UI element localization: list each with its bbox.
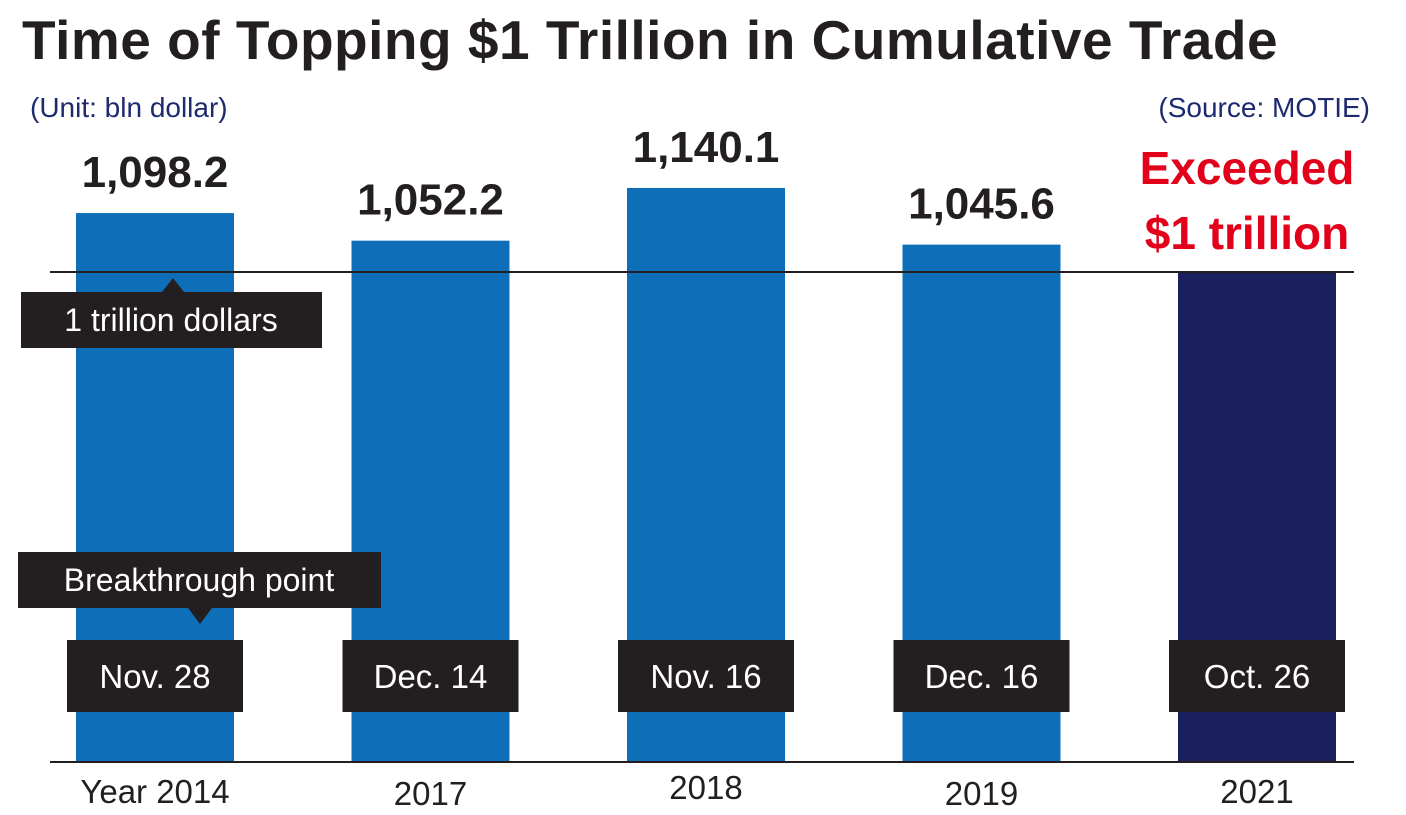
unit-label: (Unit: bln dollar) <box>30 92 228 123</box>
threshold-callout-pointer <box>162 278 184 292</box>
date-label: Dec. 16 <box>925 658 1039 695</box>
date-box <box>342 640 519 712</box>
x-tick-label: Year 2014 <box>80 773 229 810</box>
source-label: (Source: MOTIE) <box>1158 92 1370 123</box>
date-label: Oct. 26 <box>1204 658 1310 695</box>
x-tick-label: 2019 <box>945 775 1018 812</box>
date-label: Nov. 28 <box>99 658 210 695</box>
date-box <box>893 640 1070 712</box>
chart-title: Time of Topping $1 Trillion in Cumulativ… <box>22 9 1279 71</box>
threshold-callout-box <box>21 292 322 348</box>
value-label: 1,098.2 <box>82 148 229 197</box>
x-tick-label: 2017 <box>394 775 467 812</box>
x-tick-label: 2018 <box>669 769 742 806</box>
exceeded-label: $1 trillion <box>1145 207 1349 259</box>
threshold-callout-label: 1 trillion dollars <box>64 302 277 338</box>
value-label: 1,045.6 <box>908 180 1055 229</box>
date-label: Nov. 16 <box>650 658 761 695</box>
value-label: 1,052.2 <box>357 176 504 225</box>
breakthrough-callout-label: Breakthrough point <box>64 562 335 598</box>
exceeded-label: Exceeded <box>1140 142 1355 194</box>
date-box <box>67 640 243 712</box>
date-box <box>618 640 794 712</box>
breakthrough-callout-pointer <box>188 608 212 624</box>
date-box <box>1169 640 1345 712</box>
value-label: 1,140.1 <box>633 123 780 172</box>
date-label: Dec. 14 <box>374 658 488 695</box>
x-tick-label: 2021 <box>1220 773 1293 810</box>
breakthrough-callout-box <box>18 552 381 608</box>
